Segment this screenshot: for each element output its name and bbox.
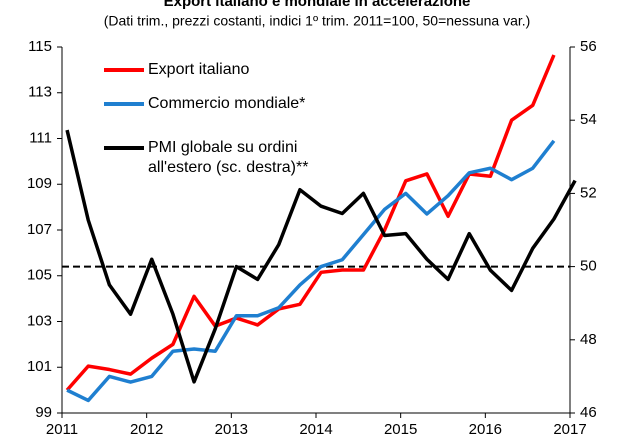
x-tick-label: 2014	[299, 421, 332, 438]
series-line	[66, 139, 556, 403]
y2-tick-label: 46	[580, 404, 597, 421]
x-tick-label: 2015	[384, 421, 417, 438]
series-line	[65, 54, 556, 392]
y2-tick-label: 56	[580, 38, 597, 55]
y2-tick-label: 48	[580, 331, 597, 348]
chart-subtitle: (Dati trim., prezzi costanti, indici 1º …	[104, 13, 531, 29]
x-tick-label: 2016	[469, 421, 502, 438]
y-tick-label: 115	[28, 38, 52, 55]
chart-title: Export italiano e mondiale in accelerazi…	[164, 0, 471, 10]
y-tick-label: 113	[28, 84, 52, 101]
series-line	[65, 129, 577, 384]
y2-tick-label: 54	[580, 111, 597, 128]
y-tick-label: 105	[27, 267, 52, 284]
x-tick-label: 2011	[46, 421, 78, 438]
y-tick-label: 101	[27, 358, 52, 375]
y-tick-label: 111	[29, 129, 52, 146]
y-tick-label: 107	[27, 221, 52, 238]
y2-tick-label: 52	[580, 184, 597, 201]
x-tick-label: 2012	[130, 421, 163, 438]
legend-label: Export italiano	[148, 61, 250, 78]
y-tick-label: 109	[27, 175, 52, 192]
y2-tick-label: 50	[580, 258, 597, 275]
legend-label: PMI globale su ordini all'estero (sc. de…	[148, 139, 309, 176]
legend-label: Commercio mondiale*	[148, 95, 306, 112]
y-tick-label: 103	[27, 312, 52, 329]
y-tick-label: 99	[35, 404, 52, 421]
x-tick-label: 2017	[553, 421, 586, 438]
x-tick-label: 2013	[215, 421, 248, 438]
